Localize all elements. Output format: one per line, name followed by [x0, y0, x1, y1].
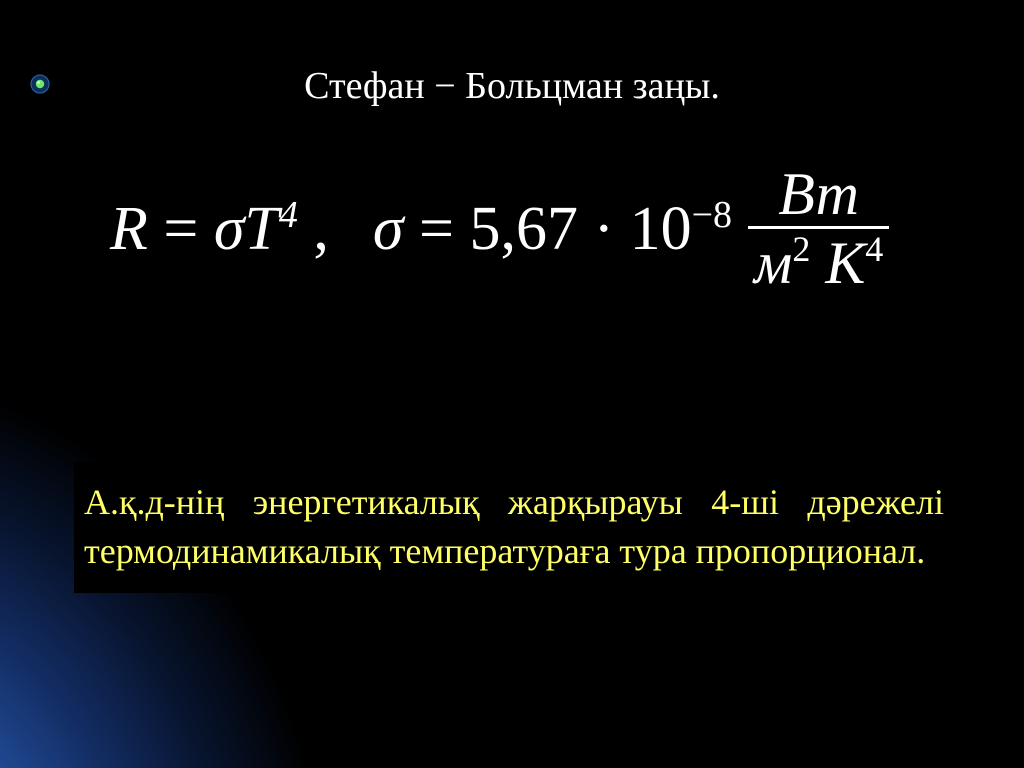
slide-title: Стефан − Больцман заңы. — [60, 64, 964, 108]
const-base: 5,67 — [469, 195, 578, 263]
formula-block: R = σT4 , σ = 5,67 · 10−8 Вт м2 К4 — [100, 156, 924, 301]
description-text: А.қ.д-нің энергетикалық жарқырауы 4-ші д… — [84, 478, 944, 575]
circle-bullet-icon — [30, 74, 50, 94]
unit-numerator: Вт — [772, 164, 865, 224]
description-block: А.қ.д-нің энергетикалық жарқырауы 4-ші д… — [74, 462, 954, 593]
exp: −8 — [692, 194, 732, 236]
unit-m-pow: 2 — [792, 229, 810, 269]
sigma-1: σ — [214, 195, 245, 263]
slide-content: Стефан − Больцман заңы. R = σT4 , σ = 5,… — [0, 0, 1024, 768]
dot-op: · — [578, 195, 630, 263]
unit-K: К — [825, 230, 865, 296]
unit-denominator: м2 К4 — [748, 231, 889, 293]
ten: 10 — [630, 195, 692, 263]
var-T: T — [244, 195, 278, 263]
formula: R = σT4 , σ = 5,67 · 10−8 Вт м2 К4 — [110, 164, 914, 293]
unit-m: м — [754, 230, 792, 296]
unit-space — [810, 230, 825, 296]
formula-part-1: R = σT4 , — [110, 193, 329, 265]
unit-K-pow: 4 — [865, 229, 883, 269]
formula-part-2: σ = 5,67 · 10−8 — [373, 193, 732, 265]
unit-fraction: Вт м2 К4 — [748, 164, 889, 293]
var-R: R — [110, 195, 148, 263]
eq-sign-1: = — [148, 195, 214, 263]
comma: , — [298, 195, 329, 263]
sigma-2: σ — [373, 195, 404, 263]
eq-sign-2: = — [403, 195, 469, 263]
T-power: 4 — [279, 194, 298, 236]
